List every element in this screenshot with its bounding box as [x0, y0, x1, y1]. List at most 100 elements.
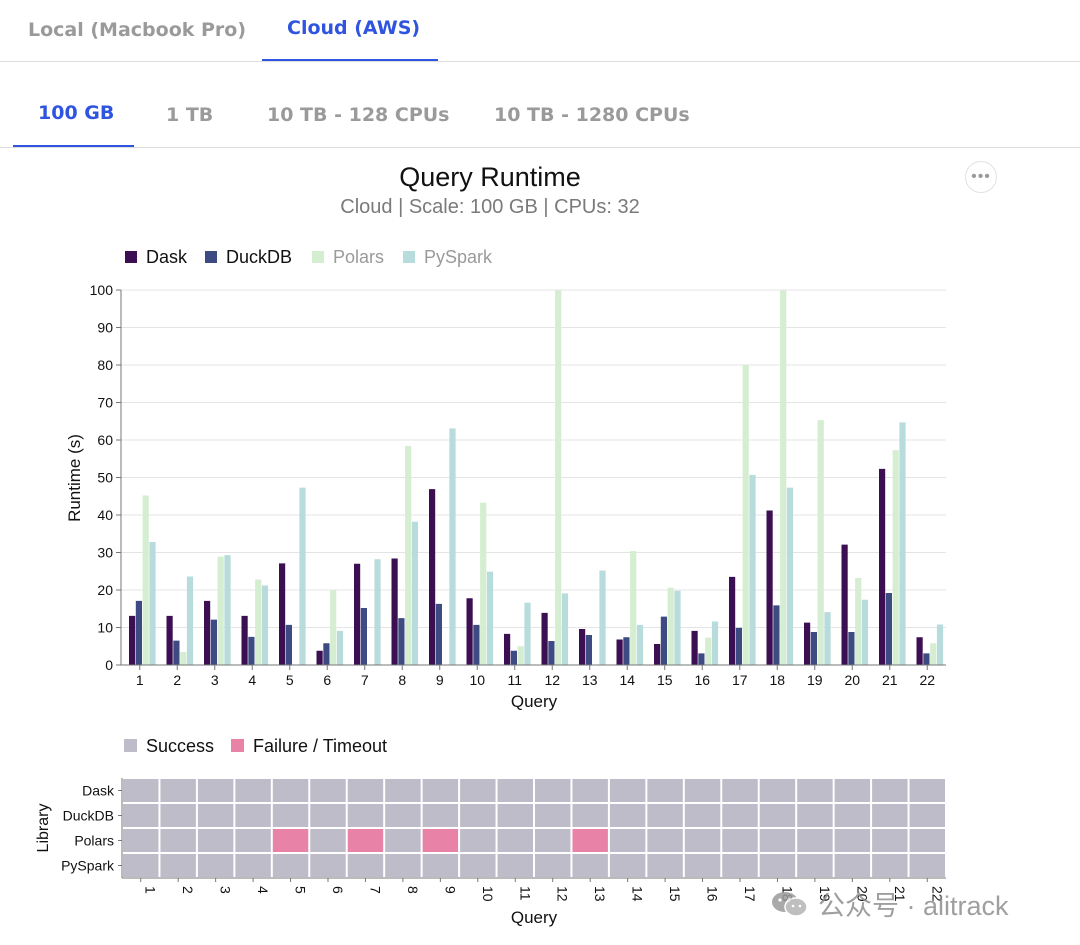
bar-pyspark-q15[interactable]	[674, 590, 681, 665]
bar-dask-q18[interactable]	[766, 510, 773, 666]
bar-duckdb-q5[interactable]	[285, 624, 292, 665]
bar-duckdb-q14[interactable]	[623, 637, 630, 665]
bar-pyspark-q1[interactable]	[149, 542, 156, 665]
heatmap-cell-polars-q4[interactable]	[235, 829, 271, 852]
bar-polars-q14[interactable]	[630, 551, 637, 665]
bar-polars-q12[interactable]	[555, 290, 562, 665]
heatmap-cell-dask-q9[interactable]	[422, 779, 459, 802]
bar-pyspark-q12[interactable]	[561, 593, 569, 665]
heatmap-legend-label-failure[interactable]: Failure / Timeout	[253, 736, 387, 756]
bar-pyspark-q11[interactable]	[524, 602, 531, 665]
heatmap-cell-duckdb-q16[interactable]	[684, 804, 721, 827]
heatmap-cell-duckdb-q6[interactable]	[310, 804, 346, 827]
heatmap-cell-dask-q8[interactable]	[385, 779, 421, 802]
heatmap-cell-dask-q18[interactable]	[759, 779, 796, 802]
heatmap-cell-pyspark-q15[interactable]	[647, 854, 683, 877]
bar-dask-q20[interactable]	[841, 544, 848, 665]
bar-pyspark-q10[interactable]	[486, 571, 494, 665]
heatmap-cell-polars-q7[interactable]	[347, 829, 384, 852]
tab-10tb-1280[interactable]: 10 TB - 1280 CPUs	[494, 104, 690, 126]
bar-polars-q11[interactable]	[517, 646, 524, 665]
bar-dask-q2[interactable]	[166, 615, 173, 665]
heatmap-cell-pyspark-q5[interactable]	[272, 854, 309, 877]
bar-duckdb-q12[interactable]	[548, 641, 555, 665]
bar-pyspark-q3[interactable]	[224, 555, 231, 665]
heatmap-cell-pyspark-q21[interactable]	[872, 854, 908, 877]
heatmap-cell-duckdb-q7[interactable]	[347, 804, 384, 827]
heatmap-cell-dask-q14[interactable]	[609, 779, 646, 802]
heatmap-cell-polars-q13[interactable]	[572, 829, 608, 852]
heatmap-cell-dask-q5[interactable]	[272, 779, 309, 802]
heatmap-cell-duckdb-q13[interactable]	[572, 804, 608, 827]
bar-dask-q17[interactable]	[729, 576, 736, 665]
bar-dask-q10[interactable]	[466, 598, 473, 665]
bar-pyspark-q6[interactable]	[336, 630, 344, 665]
bar-polars-q17[interactable]	[742, 365, 749, 665]
bar-pyspark-q5[interactable]	[299, 487, 306, 665]
heatmap-cell-dask-q4[interactable]	[235, 779, 271, 802]
bar-polars-q15[interactable]	[667, 587, 674, 665]
bar-duckdb-q2[interactable]	[173, 640, 180, 665]
heatmap-cell-duckdb-q11[interactable]	[497, 804, 533, 827]
heatmap-cell-polars-q11[interactable]	[497, 829, 533, 852]
bar-pyspark-q2[interactable]	[186, 576, 194, 666]
heatmap-cell-pyspark-q10[interactable]	[460, 854, 496, 877]
bar-dask-q19[interactable]	[804, 622, 811, 665]
bar-duckdb-q19[interactable]	[810, 632, 817, 665]
heatmap-cell-polars-q2[interactable]	[160, 829, 196, 852]
heatmap-cell-dask-q6[interactable]	[310, 779, 346, 802]
bar-dask-q14[interactable]	[616, 639, 623, 666]
heatmap-cell-pyspark-q11[interactable]	[497, 854, 533, 877]
heatmap-cell-polars-q5[interactable]	[272, 829, 309, 852]
legend-label-duckdb[interactable]: DuckDB	[226, 247, 292, 267]
bar-polars-q19[interactable]	[817, 420, 824, 665]
bar-polars-q16[interactable]	[705, 637, 712, 665]
bar-dask-q16[interactable]	[691, 630, 698, 665]
heatmap-cell-duckdb-q19[interactable]	[797, 804, 833, 827]
heatmap-cell-polars-q19[interactable]	[797, 829, 833, 852]
bar-dask-q8[interactable]	[391, 558, 398, 666]
bar-dask-q11[interactable]	[504, 633, 511, 665]
heatmap-cell-polars-q21[interactable]	[872, 829, 908, 852]
heatmap-cell-duckdb-q5[interactable]	[272, 804, 309, 827]
bar-polars-q2[interactable]	[180, 651, 187, 665]
heatmap-cell-pyspark-q22[interactable]	[909, 854, 945, 877]
bar-dask-q4[interactable]	[241, 615, 248, 665]
bar-dask-q9[interactable]	[429, 489, 436, 665]
tab-local[interactable]: Local (Macbook Pro)	[28, 19, 247, 41]
bar-duckdb-q4[interactable]	[248, 636, 255, 665]
bar-pyspark-q20[interactable]	[861, 599, 869, 665]
heatmap-cell-pyspark-q20[interactable]	[834, 854, 871, 877]
bar-dask-q12[interactable]	[541, 612, 548, 665]
heatmap-cell-pyspark-q3[interactable]	[197, 854, 234, 877]
bar-dask-q21[interactable]	[879, 468, 886, 665]
heatmap-cell-polars-q12[interactable]	[535, 829, 571, 852]
heatmap-cell-polars-q18[interactable]	[759, 829, 796, 852]
bar-polars-q10[interactable]	[480, 502, 487, 665]
heatmap-cell-polars-q17[interactable]	[722, 829, 758, 852]
bar-polars-q8[interactable]	[405, 446, 412, 665]
heatmap-cell-dask-q11[interactable]	[497, 779, 533, 802]
heatmap-cell-pyspark-q13[interactable]	[572, 854, 608, 877]
heatmap-cell-polars-q1[interactable]	[123, 829, 159, 852]
heatmap-cell-pyspark-q12[interactable]	[535, 854, 571, 877]
tab-100gb[interactable]: 100 GB	[38, 102, 115, 124]
bar-duckdb-q16[interactable]	[698, 653, 705, 665]
bar-duckdb-q17[interactable]	[735, 627, 742, 665]
tab-1tb[interactable]: 1 TB	[166, 104, 214, 126]
bar-polars-q21[interactable]	[892, 450, 899, 665]
bar-duckdb-q9[interactable]	[435, 603, 442, 665]
bar-duckdb-q21[interactable]	[885, 593, 892, 665]
bar-polars-q22[interactable]	[930, 643, 937, 665]
heatmap-cell-dask-q2[interactable]	[160, 779, 196, 802]
heatmap-cell-pyspark-q4[interactable]	[235, 854, 271, 877]
legend-label-dask[interactable]: Dask	[146, 247, 188, 267]
bar-duckdb-q1[interactable]	[135, 600, 142, 665]
heatmap-cell-pyspark-q8[interactable]	[385, 854, 421, 877]
heatmap-cell-duckdb-q14[interactable]	[609, 804, 646, 827]
heatmap-cell-dask-q7[interactable]	[347, 779, 384, 802]
heatmap-cell-pyspark-q18[interactable]	[759, 854, 796, 877]
tab-cloud[interactable]: Cloud (AWS)	[287, 17, 421, 39]
heatmap-cell-pyspark-q9[interactable]	[422, 854, 459, 877]
heatmap-cell-dask-q20[interactable]	[834, 779, 871, 802]
